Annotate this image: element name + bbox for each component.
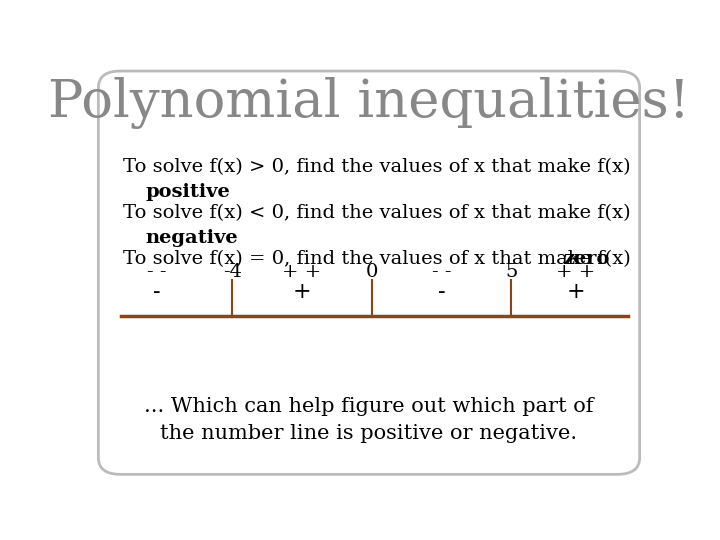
Text: 0: 0 bbox=[366, 263, 378, 281]
Text: To solve f(x) = 0, find the values of x that make f(x): To solve f(x) = 0, find the values of x … bbox=[124, 250, 637, 268]
Text: -: - bbox=[438, 281, 446, 303]
Text: -: - bbox=[153, 281, 161, 303]
Text: +: + bbox=[293, 281, 311, 303]
Text: + +: + + bbox=[556, 263, 595, 281]
Text: - -: - - bbox=[147, 263, 167, 281]
Text: To solve f(x) > 0, find the values of x that make f(x): To solve f(x) > 0, find the values of x … bbox=[124, 158, 631, 177]
Text: + +: + + bbox=[282, 263, 322, 281]
Text: zero: zero bbox=[563, 250, 610, 268]
Text: negative: negative bbox=[145, 229, 238, 247]
FancyBboxPatch shape bbox=[99, 71, 639, 474]
Text: positive: positive bbox=[145, 183, 230, 201]
Text: Polynomial inequalities!: Polynomial inequalities! bbox=[48, 77, 690, 129]
Text: the number line is positive or negative.: the number line is positive or negative. bbox=[161, 424, 577, 443]
Text: +: + bbox=[566, 281, 585, 303]
Text: -4: -4 bbox=[222, 263, 242, 281]
Text: To solve f(x) < 0, find the values of x that make f(x): To solve f(x) < 0, find the values of x … bbox=[124, 204, 631, 222]
Text: 5: 5 bbox=[505, 263, 518, 281]
Text: - -: - - bbox=[432, 263, 451, 281]
Text: ... Which can help figure out which part of: ... Which can help figure out which part… bbox=[144, 397, 594, 416]
